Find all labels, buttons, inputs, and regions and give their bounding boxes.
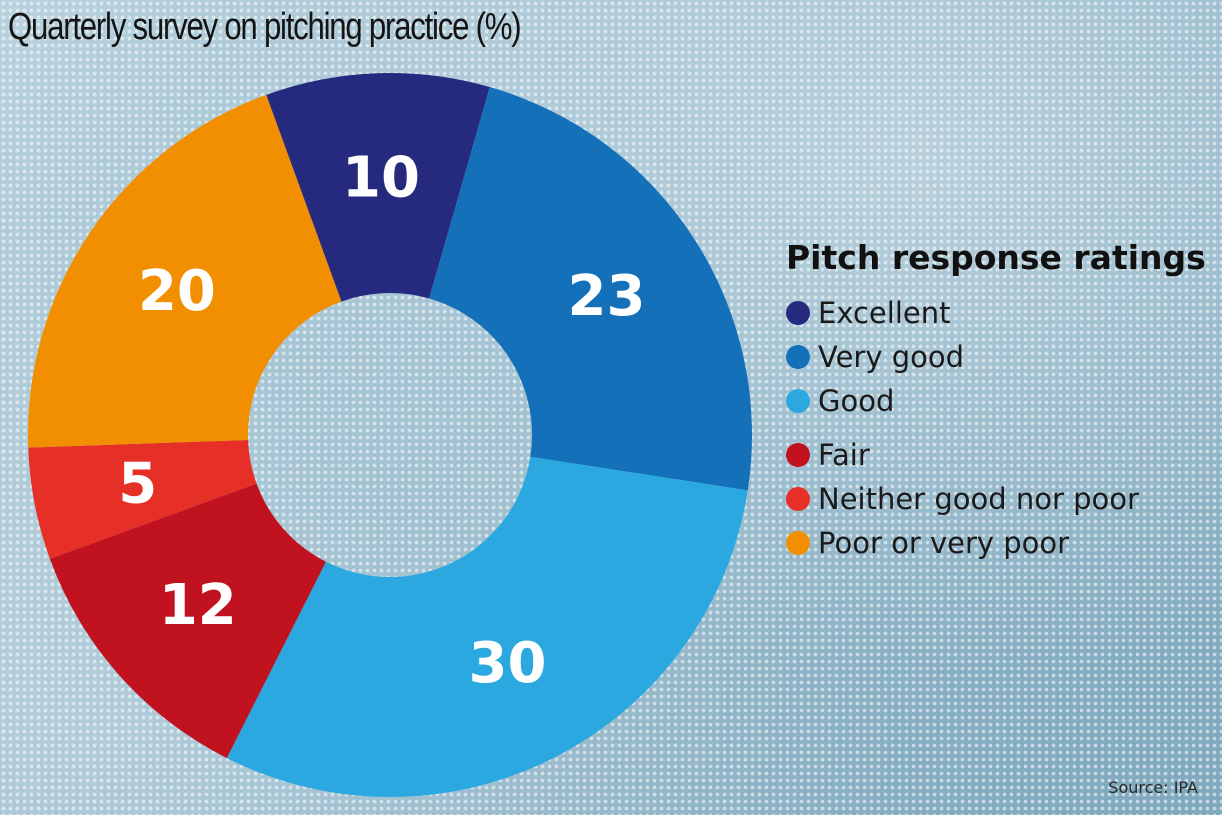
legend-swatch-excellent — [786, 301, 810, 325]
slice-fair — [49, 483, 326, 759]
chart-title: Quarterly survey on pitching practice (%… — [8, 6, 522, 48]
legend-item-good: Good — [786, 379, 1206, 423]
source-note: Source: IPA — [1108, 778, 1198, 797]
slice-value-label-poor-or-very-poor: 20 — [138, 259, 216, 324]
legend-label-good: Good — [818, 384, 895, 418]
slice-value-label-good: 30 — [469, 631, 547, 696]
slice-value-label-very-good: 23 — [568, 264, 646, 329]
legend-swatch-fair — [786, 443, 810, 467]
legend-item-neither: Neither good nor poor — [786, 477, 1206, 521]
slice-very-good — [429, 87, 752, 491]
legend-swatch-neither — [786, 487, 810, 511]
legend-title: Pitch response ratings — [786, 238, 1206, 277]
legend: Pitch response ratings Excellent Very go… — [786, 238, 1206, 565]
legend-item-excellent: Excellent — [786, 291, 1206, 335]
slice-excellent — [266, 72, 490, 302]
legend-swatch-very-good — [786, 345, 810, 369]
legend-swatch-poor — [786, 531, 810, 555]
slice-value-label-neither-good-nor-poor: 5 — [118, 452, 157, 517]
slice-neither-good-nor-poor — [28, 439, 257, 559]
legend-label-excellent: Excellent — [818, 296, 951, 330]
donut-chart: 10 23 30 125 20 — [27, 72, 752, 798]
slice-poor-or-very-poor — [27, 94, 342, 448]
legend-item-fair: Fair — [786, 433, 1206, 477]
legend-item-very-good: Very good — [786, 335, 1206, 379]
legend-label-poor: Poor or very poor — [818, 526, 1070, 560]
slice-value-label-excellent: 10 — [342, 146, 420, 211]
slice-good — [226, 456, 748, 798]
legend-label-neither: Neither good nor poor — [818, 482, 1139, 516]
legend-item-poor: Poor or very poor — [786, 521, 1206, 565]
legend-swatch-good — [786, 389, 810, 413]
slice-value-label-fair: 12 — [159, 573, 237, 638]
legend-label-very-good: Very good — [818, 340, 965, 374]
legend-label-fair: Fair — [818, 438, 870, 472]
